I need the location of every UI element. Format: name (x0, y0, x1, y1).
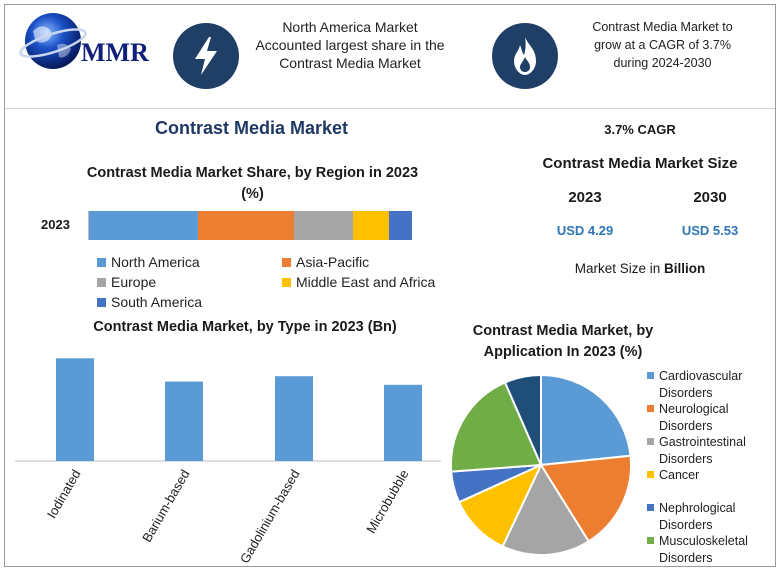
swatch (282, 277, 291, 287)
legend-europe: Europe (97, 274, 156, 290)
region-segment-south-america (389, 211, 413, 240)
swatch (647, 405, 654, 412)
type-bar-chart: Iodinated Barium-based Gadolinium-based Mic… (15, 358, 441, 566)
type-tick-label: Iodinated (44, 467, 84, 521)
mmr-logo: MMR (19, 13, 149, 69)
region-chart-title: Contrast Media Market Share, by Region i… (86, 165, 419, 202)
pie-slice-other (503, 373, 542, 466)
pie-legend-neurological: Neurological Disorders (647, 401, 728, 435)
swatch (647, 471, 654, 478)
pie-legend-cardiovascular: Cardiovascular Disorders (647, 368, 742, 402)
swatch (647, 372, 654, 379)
pie-slice-cancer (457, 462, 544, 548)
type-tick-label: Microbubble (363, 467, 411, 536)
type-bar-microbubble (384, 384, 422, 461)
region-year-label: 2023 (41, 217, 70, 232)
market-size-unit: Market Size in Billion (574, 261, 706, 276)
legend-north-america: North America (97, 254, 200, 270)
pie-legend-cancer: Cancer (647, 467, 699, 484)
lightning-icon (173, 23, 239, 89)
header: MMR North America Market Accounted large… (5, 5, 775, 109)
region-segment-north-america (89, 211, 198, 240)
year-2023: 2023 (568, 189, 602, 206)
swatch (647, 504, 654, 511)
year-2030: 2030 (693, 189, 727, 206)
pie-legend-gastrointestinal: Gastrointestinal Disorders (647, 434, 746, 468)
main-title: Contrast Media Market (155, 118, 349, 138)
type-tick-label: Barium-based (139, 467, 192, 545)
legend-asia-pacific: Asia-Pacific (282, 254, 369, 270)
type-bar-iodinated (56, 358, 94, 461)
swatch (97, 277, 106, 287)
pie-legend-nephrological: Nephrological Disorders (647, 500, 735, 534)
region-segment-europe (293, 211, 353, 240)
legend-middle-east-africa: Middle East and Africa (282, 274, 435, 290)
application-pie-chart (450, 373, 632, 556)
flame-icon (492, 23, 558, 89)
value-2023: USD 4.29 (556, 223, 614, 238)
application-chart-title: Contrast Media Market, by Application In… (472, 323, 654, 360)
cagr-label: 3.7% CAGR (604, 122, 676, 137)
swatch (647, 438, 654, 445)
swatch (647, 537, 654, 544)
region-stacked-bar (88, 211, 418, 240)
region-segment-asia-pacific (197, 211, 294, 240)
infographic-frame: MMR North America Market Accounted large… (4, 4, 776, 567)
type-bar-barium-based (165, 381, 203, 461)
swatch (97, 297, 106, 307)
value-2030: USD 5.53 (681, 223, 739, 238)
pie-slice-musculoskeletal (450, 381, 543, 473)
pie-slice-gastrointestinal (501, 462, 591, 556)
type-bar-gadolinium-based (275, 376, 313, 461)
region-segment-middle-east-and-africa (353, 211, 390, 240)
logo-text: MMR (81, 38, 149, 67)
pie-slice-cardiovascular (540, 373, 632, 467)
type-chart-title: Contrast Media Market, by Type in 2023 (… (93, 319, 397, 335)
pie-slice-neurological (539, 454, 632, 543)
market-size-title: Contrast Media Market Size (542, 155, 738, 172)
swatch (282, 257, 291, 267)
pie-legend-musculoskeletal: Musculoskeletal Disorders (647, 533, 748, 567)
legend-south-america: South America (97, 294, 202, 310)
type-tick-label: Gadolinium-based (237, 467, 303, 566)
swatch (97, 257, 106, 267)
callout-north-america: North America Market Accounted largest s… (255, 19, 445, 71)
callout-cagr: Contrast Media Market to grow at a CAGR … (592, 20, 733, 70)
